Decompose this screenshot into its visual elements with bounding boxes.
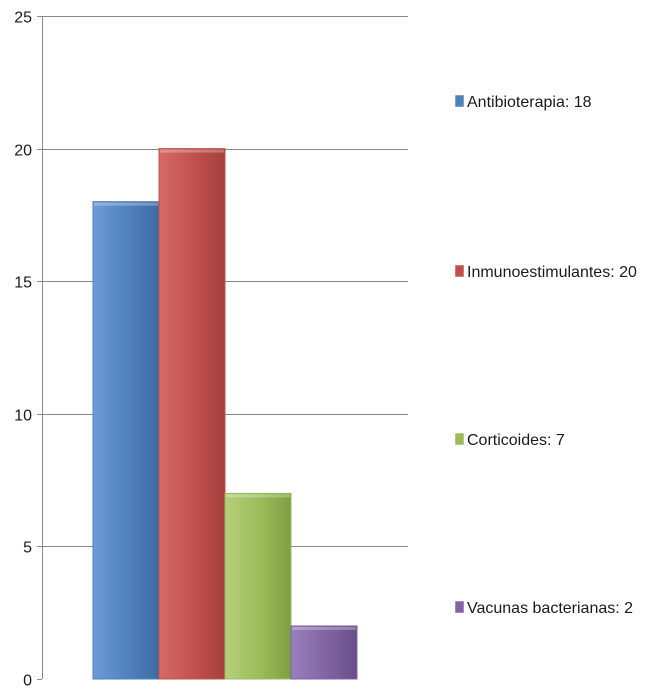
bar-highlight — [292, 626, 356, 630]
bar-highlight — [160, 149, 224, 153]
legend-swatch — [454, 600, 465, 614]
bar-rect — [158, 148, 226, 680]
legend-swatch — [454, 94, 465, 108]
y-tick-label: 10 — [14, 408, 32, 425]
y-tick-label: 25 — [14, 10, 32, 27]
legend: Antibioterapia: 18 Inmunoestimulantes: 20… — [454, 94, 637, 617]
y-axis: 0 5 10 15 20 25 — [14, 10, 43, 690]
y-tick-label: 5 — [23, 540, 32, 557]
bar-highlight — [226, 494, 290, 498]
bar-rect — [290, 625, 358, 680]
legend-label: Inmunoestimulantes: 20 — [467, 264, 637, 281]
y-tick-label: 20 — [14, 143, 32, 160]
bar-corticoides — [224, 492, 292, 680]
bar-antibioterapia — [92, 201, 160, 680]
legend-label: Corticoides: 7 — [467, 432, 565, 449]
legend-item: Corticoides: 7 — [454, 432, 565, 449]
bar-highlight — [94, 202, 158, 206]
legend-label: Antibioterapia: 18 — [467, 94, 592, 111]
bars — [92, 148, 358, 680]
legend-swatch — [454, 264, 465, 278]
legend-label: Vacunas bacterianas: 2 — [467, 600, 633, 617]
legend-item: Antibioterapia: 18 — [454, 94, 592, 111]
bar-rect — [92, 201, 160, 680]
y-tick-label: 15 — [14, 275, 32, 292]
legend-item: Inmunoestimulantes: 20 — [454, 264, 637, 281]
legend-item: Vacunas bacterianas: 2 — [454, 600, 633, 617]
bar-rect — [224, 492, 292, 680]
bar-vacunas-bacterianas — [290, 625, 358, 680]
legend-swatch — [454, 432, 465, 446]
y-tick-label: 0 — [23, 673, 32, 690]
bar-inmunoestimulantes — [158, 148, 226, 680]
